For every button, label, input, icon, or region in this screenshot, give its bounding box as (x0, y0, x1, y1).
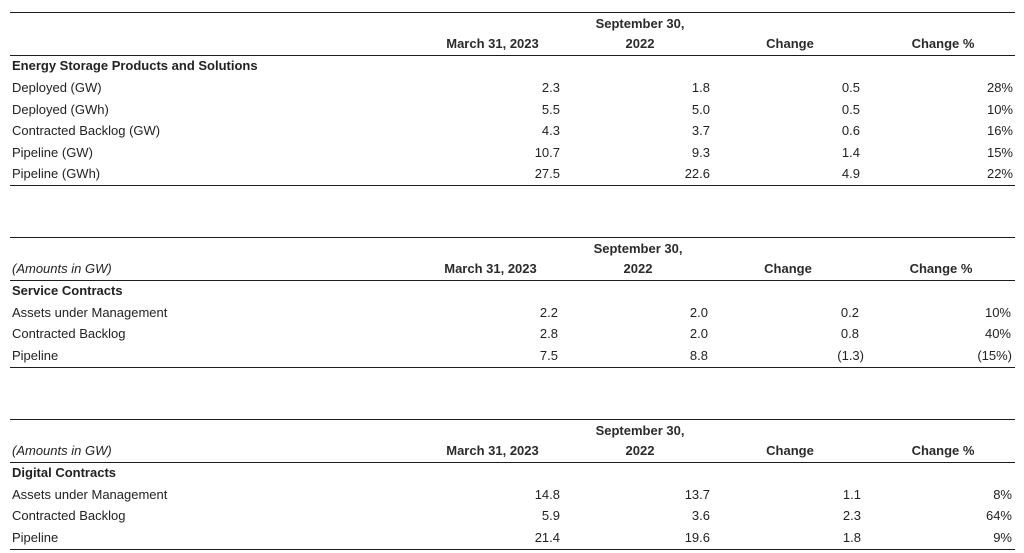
row-label: Deployed (GWh) (12, 102, 109, 117)
row-label: Pipeline (12, 348, 59, 363)
row-label: Contracted Backlog (GW) (12, 123, 161, 138)
row-change-value: 0.2 (840, 305, 859, 320)
header-march-2023: March 31, 2023 (446, 36, 539, 51)
row-change-pct-value: 15% (986, 145, 1013, 160)
row-change-pct-value: 16% (986, 123, 1013, 138)
section-title: Service Contracts (12, 283, 123, 298)
row-march-value: 4.3 (541, 123, 560, 138)
row-sept-value: 19.6 (684, 530, 710, 545)
header-rule (10, 280, 1015, 281)
row-change-value: 4.9 (841, 166, 860, 181)
service-contracts-table: September 30, (Amounts in GW) March 31, … (10, 237, 1015, 372)
table-top-rule (10, 419, 1015, 420)
row-sept-value: 1.8 (691, 80, 710, 95)
header-rule (10, 55, 1015, 56)
header-march-2023: March 31, 2023 (446, 443, 539, 458)
header-september-line1: September 30, (595, 423, 685, 438)
row-change-pct-value: 10% (984, 305, 1011, 320)
row-sept-value: 5.0 (691, 102, 710, 117)
row-change-value: 1.1 (842, 487, 861, 502)
header-change: Change (764, 261, 812, 276)
row-sept-value: 22.6 (684, 166, 710, 181)
row-march-value: 7.5 (539, 348, 558, 363)
row-change-value: 0.5 (841, 80, 860, 95)
row-sept-value: 2.0 (689, 305, 708, 320)
digital-contracts-table: September 30, (Amounts in GW) March 31, … (10, 419, 1015, 553)
row-march-value: 5.5 (541, 102, 560, 117)
header-change: Change (766, 443, 814, 458)
row-label: Contracted Backlog (12, 326, 126, 341)
row-march-value: 2.3 (541, 80, 560, 95)
row-label: Pipeline (GW) (12, 145, 93, 160)
header-change: Change (766, 36, 814, 51)
header-september-line1: September 30, (593, 241, 683, 256)
row-march-value: 10.7 (534, 145, 560, 160)
row-label: Deployed (GW) (12, 80, 102, 95)
row-march-value: 14.8 (534, 487, 560, 502)
row-label: Assets under Management (12, 305, 168, 320)
section-title: Energy Storage Products and Solutions (12, 58, 258, 73)
row-change-value: 1.8 (842, 530, 861, 545)
row-change-value: (1.3) (837, 348, 864, 363)
row-label: Pipeline (12, 530, 59, 545)
row-march-value: 2.2 (539, 305, 558, 320)
row-change-value: 0.6 (841, 123, 860, 138)
row-change-pct-value: (15%) (977, 348, 1012, 363)
row-sept-value: 8.8 (689, 348, 708, 363)
row-sept-value: 9.3 (691, 145, 710, 160)
header-september-line2: 2022 (623, 261, 653, 276)
row-change-value: 0.5 (841, 102, 860, 117)
header-change-percent: Change % (911, 36, 975, 51)
row-change-pct-value: 8% (993, 487, 1012, 502)
table-bottom-rule (10, 185, 1015, 186)
row-label: Assets under Management (12, 487, 168, 502)
row-change-pct-value: 64% (985, 508, 1012, 523)
row-sept-value: 13.7 (684, 487, 710, 502)
header-rule (10, 462, 1015, 463)
row-march-value: 21.4 (534, 530, 560, 545)
row-march-value: 5.9 (541, 508, 560, 523)
row-march-value: 2.8 (539, 326, 558, 341)
row-change-value: 1.4 (841, 145, 860, 160)
row-label: Contracted Backlog (12, 508, 126, 523)
row-sept-value: 3.6 (691, 508, 710, 523)
row-change-value: 2.3 (842, 508, 861, 523)
row-label: Pipeline (GWh) (12, 166, 101, 181)
row-change-pct-value: 22% (986, 166, 1013, 181)
row-sept-value: 2.0 (689, 326, 708, 341)
row-march-value: 27.5 (534, 166, 560, 181)
header-change-percent: Change % (909, 261, 973, 276)
table-bottom-rule (10, 549, 1015, 550)
header-march-2023: March 31, 2023 (444, 261, 537, 276)
header-september-line1: September 30, (595, 16, 685, 31)
amounts-note: (Amounts in GW) (12, 261, 112, 276)
section-title: Digital Contracts (12, 465, 117, 480)
header-change-percent: Change % (911, 443, 975, 458)
header-september-line2: 2022 (625, 36, 655, 51)
row-change-pct-value: 40% (984, 326, 1011, 341)
table-bottom-rule (10, 367, 1015, 368)
table-top-rule (10, 237, 1015, 238)
header-september-line2: 2022 (625, 443, 655, 458)
row-change-pct-value: 28% (986, 80, 1013, 95)
table-top-rule (10, 12, 1015, 13)
row-sept-value: 3.7 (691, 123, 710, 138)
amounts-note: (Amounts in GW) (12, 443, 112, 458)
row-change-value: 0.8 (840, 326, 859, 341)
row-change-pct-value: 10% (986, 102, 1013, 117)
row-change-pct-value: 9% (993, 530, 1012, 545)
energy-storage-table: September 30, March 31, 2023 2022 Change… (10, 0, 1015, 190)
